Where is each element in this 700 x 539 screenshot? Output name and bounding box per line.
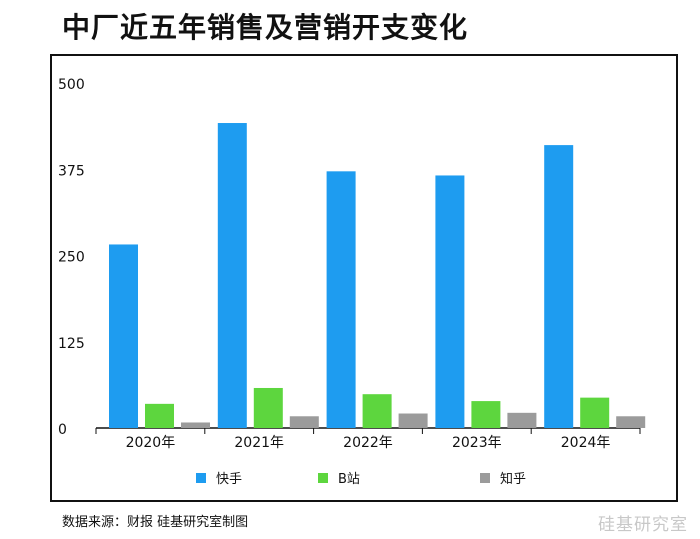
bar-zhihu-1	[181, 422, 210, 428]
legend-label-kuaishou: 快手	[216, 472, 242, 487]
y-tick-label: 375	[58, 163, 85, 179]
legend-label-bilibili: B站	[338, 472, 360, 487]
x-tick-label: 2023年	[452, 435, 502, 451]
chart-frame	[50, 54, 678, 502]
bar-zhihu-3	[398, 413, 428, 428]
bar-zhihu-5	[616, 416, 646, 428]
x-tick-label: 2024年	[561, 435, 611, 451]
bar-kuaishou-3	[326, 171, 356, 428]
y-tick-label: 250	[58, 250, 85, 266]
bar-kuaishou-5	[544, 145, 574, 428]
legend-label-zhihu: 知乎	[500, 471, 526, 487]
watermark: 硅基研究室	[598, 515, 688, 535]
bar-bilibili-5	[580, 397, 610, 428]
chart-title: 中厂近五年销售及营销开支变化	[62, 11, 469, 44]
y-tick-label: 125	[58, 336, 85, 352]
y-tick-label: 0	[58, 422, 67, 438]
bar-bilibili-2	[253, 387, 283, 428]
data-source-note: 数据来源：财报 硅基研究室制图	[62, 515, 249, 530]
bar-zhihu-2	[289, 416, 319, 428]
bar-kuaishou-4	[435, 175, 465, 428]
bar-bilibili-4	[471, 401, 501, 428]
bar-zhihu-4	[507, 412, 537, 428]
x-tick-label: 2022年	[343, 435, 393, 451]
x-tick-label: 2021年	[234, 435, 284, 451]
bar-kuaishou-1	[109, 244, 138, 428]
legend-swatch-kuaishou	[196, 473, 206, 483]
bar-kuaishou-2	[217, 123, 247, 429]
x-tick-label: 2020年	[126, 435, 176, 451]
legend-swatch-bilibili	[318, 473, 328, 483]
y-tick-label: 500	[58, 77, 85, 93]
bar-bilibili-1	[145, 403, 174, 428]
legend-swatch-zhihu	[480, 473, 490, 483]
bar-bilibili-3	[362, 394, 392, 428]
